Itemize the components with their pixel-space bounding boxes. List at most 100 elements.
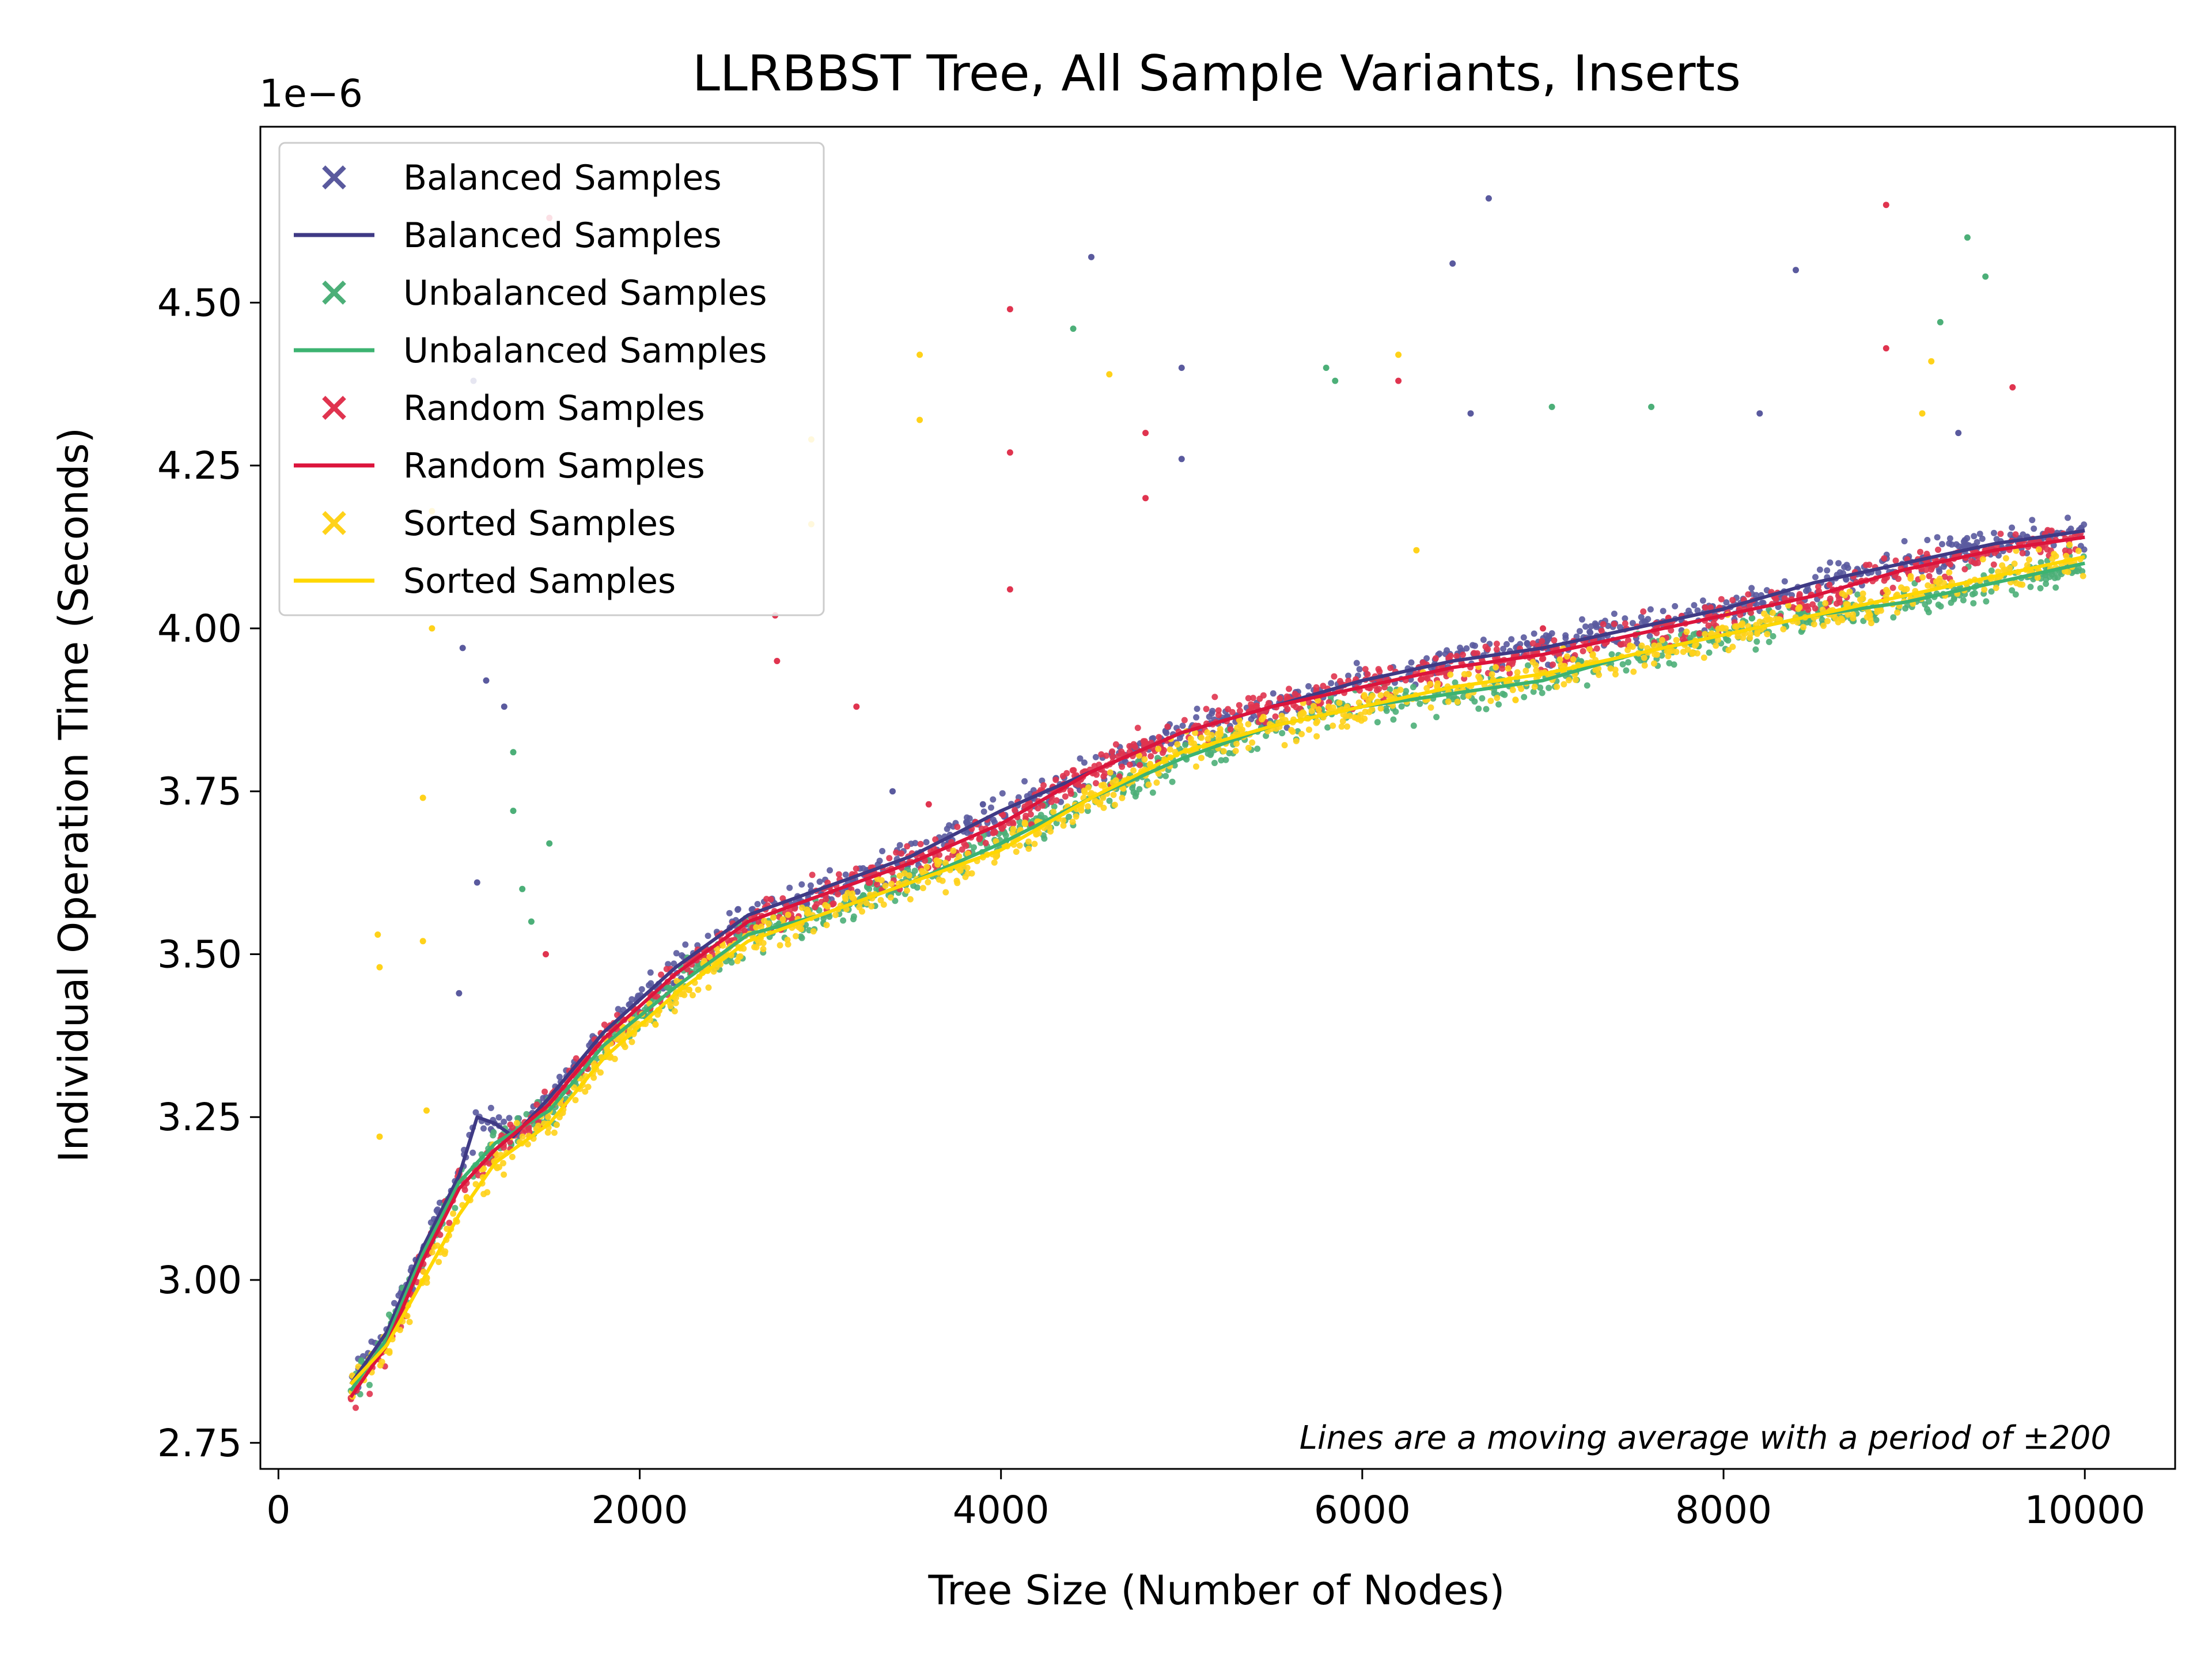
scatter-point bbox=[1109, 753, 1116, 760]
scatter-point bbox=[1293, 738, 1300, 744]
scatter-point bbox=[1824, 567, 1831, 574]
scatter-point bbox=[1499, 665, 1506, 672]
scatter-point bbox=[1427, 704, 1434, 711]
scatter-outlier bbox=[543, 951, 549, 957]
scatter-point bbox=[1248, 701, 1255, 708]
scatter-point bbox=[1408, 659, 1415, 666]
scatter-point bbox=[1062, 793, 1069, 800]
scatter-point bbox=[1995, 569, 2002, 575]
scatter-point bbox=[990, 816, 997, 823]
scatter-point bbox=[1533, 667, 1540, 674]
scatter-point bbox=[1174, 741, 1181, 748]
scatter-point bbox=[484, 1189, 491, 1196]
scatter-point bbox=[1387, 665, 1394, 672]
scatter-outlier bbox=[459, 645, 466, 652]
scatter-outlier bbox=[423, 1107, 430, 1114]
scatter-point bbox=[1772, 596, 1779, 603]
scatter-point bbox=[2031, 525, 2037, 532]
scatter-point bbox=[1162, 772, 1169, 779]
scatter-point bbox=[1315, 697, 1321, 704]
scatter-point bbox=[1935, 546, 1941, 553]
scatter-point bbox=[1126, 762, 1133, 768]
scatter-point bbox=[990, 796, 997, 803]
scatter-point bbox=[1654, 652, 1661, 658]
scatter-point bbox=[1722, 625, 1729, 632]
scatter-point bbox=[1383, 691, 1390, 698]
scatter-outlier bbox=[1323, 365, 1330, 371]
scatter-point bbox=[1894, 609, 1901, 616]
scatter-point bbox=[1119, 794, 1126, 801]
axes-layer: 0 2000 4000 6000 8000 10000 2.75 3.00 3.25 3.50 3.… bbox=[157, 126, 2176, 1532]
scatter-point bbox=[1298, 730, 1305, 737]
scatter-point bbox=[1665, 653, 1672, 660]
scatter-point bbox=[1593, 645, 1600, 652]
scatter-outlier bbox=[510, 808, 517, 815]
x-tick-label: 8000 bbox=[1675, 1488, 1772, 1532]
scatter-point bbox=[1198, 755, 1205, 762]
scatter-point bbox=[1747, 602, 1753, 609]
scatter-point bbox=[912, 840, 919, 847]
scatter-point bbox=[1239, 726, 1245, 733]
y-tick-label: 3.75 bbox=[157, 770, 242, 814]
scatter-point bbox=[1612, 671, 1619, 678]
scatter-outlier bbox=[1793, 267, 1799, 274]
scatter-point bbox=[597, 1069, 604, 1076]
scatter-point bbox=[873, 885, 880, 892]
scatter-point bbox=[1673, 649, 1680, 656]
scatter-point bbox=[1999, 562, 2006, 569]
scatter-point bbox=[673, 950, 680, 957]
scatter-point bbox=[999, 812, 1006, 819]
scatter-point bbox=[779, 916, 786, 923]
scatter-point bbox=[749, 906, 756, 912]
scatter-point bbox=[514, 1115, 521, 1122]
scatter-point bbox=[1865, 608, 1872, 615]
scatter-point bbox=[2051, 574, 2058, 581]
scatter-point bbox=[1997, 531, 2004, 537]
y-tick-label: 2.75 bbox=[157, 1421, 242, 1465]
scatter-point bbox=[1503, 641, 1510, 647]
scatter-point bbox=[1917, 548, 1923, 555]
scatter-point bbox=[1356, 666, 1363, 673]
scatter-point bbox=[2044, 546, 2051, 553]
scatter-point bbox=[615, 1006, 622, 1013]
scatter-point bbox=[1220, 748, 1227, 755]
scatter-point bbox=[1587, 629, 1594, 636]
scatter-point bbox=[1622, 620, 1628, 627]
scatter-outlier bbox=[419, 938, 426, 945]
scatter-point bbox=[1702, 604, 1709, 611]
scatter-point bbox=[1530, 688, 1537, 695]
scatter-point bbox=[1622, 615, 1628, 622]
scatter-point bbox=[1156, 734, 1162, 741]
scatter-point bbox=[1191, 740, 1198, 747]
scatter-point bbox=[1480, 637, 1487, 643]
scatter-point bbox=[932, 836, 939, 843]
scatter-point bbox=[1218, 757, 1225, 764]
scatter-point bbox=[785, 911, 791, 918]
scatter-point bbox=[1182, 741, 1189, 748]
scatter-point bbox=[925, 879, 931, 885]
scatter-outlier bbox=[429, 625, 435, 632]
scatter-point bbox=[1624, 647, 1631, 653]
scatter-point bbox=[1141, 756, 1148, 763]
scatter-point bbox=[1447, 671, 1454, 678]
scatter-point bbox=[434, 1242, 441, 1249]
scatter-point bbox=[1410, 684, 1416, 691]
scatter-point bbox=[1822, 600, 1829, 607]
scatter-point bbox=[1586, 646, 1593, 653]
scatter-point bbox=[964, 865, 971, 871]
scatter-point bbox=[866, 885, 873, 892]
scatter-point bbox=[1145, 781, 1152, 788]
scatter-point bbox=[1232, 748, 1239, 755]
scatter-point bbox=[1979, 556, 1986, 563]
scatter-point bbox=[1747, 634, 1753, 641]
scatter-point bbox=[1222, 756, 1229, 763]
scatter-point bbox=[1907, 575, 1914, 582]
scatter-point bbox=[1053, 797, 1060, 804]
scatter-point bbox=[1119, 763, 1126, 770]
scatter-point bbox=[1362, 666, 1369, 673]
scatter-point bbox=[1445, 698, 1452, 705]
scatter-point bbox=[1132, 744, 1138, 751]
scatter-point bbox=[1493, 641, 1500, 647]
scatter-point bbox=[1305, 683, 1312, 690]
scatter-point bbox=[695, 986, 702, 993]
